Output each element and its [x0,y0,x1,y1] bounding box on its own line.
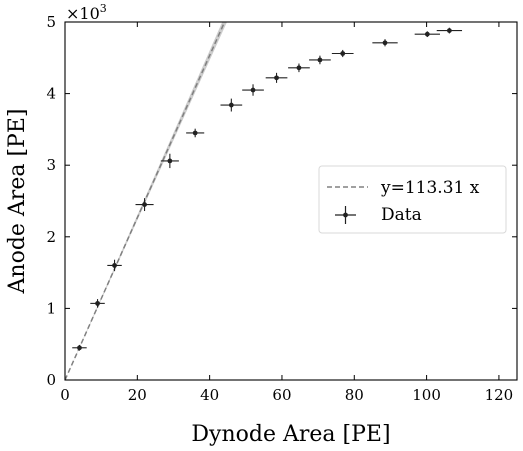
data-point [414,31,440,38]
data-marker [95,300,100,306]
legend: y=113.31 x Data [318,165,507,234]
data-marker [250,87,256,93]
data-point [220,98,243,112]
data-point [309,55,331,65]
data-marker [142,202,147,207]
data-point [331,49,354,58]
data-marker [446,28,452,33]
data-point [72,344,87,351]
x-tick-label: 20 [128,386,147,404]
x-tick-label: 60 [272,386,291,404]
data-marker [382,40,388,46]
data-marker [340,51,346,56]
y-axis-ticks: 0 1 2 3 4 5 [46,13,517,389]
data-marker [274,75,279,81]
x-tick-label: 100 [412,386,441,404]
data-marker [77,345,82,351]
legend-fit-label: y=113.31 x [380,178,480,198]
legend-data-swatch [335,206,356,224]
y-tick-label: 1 [46,299,56,317]
legend-box [318,165,507,234]
y-axis-label: Anode Area [PE] [5,109,30,295]
data-marker [296,65,302,71]
data-point [135,198,154,212]
data-marker [192,130,198,136]
y-tick-label: 4 [46,85,56,103]
data-marker [424,31,430,37]
data-point [265,72,288,83]
x-tick-label: 80 [345,386,364,404]
data-marker [112,263,117,268]
x-tick-label: 120 [485,386,514,404]
data-marker [317,57,323,63]
data-point [372,39,398,47]
plot-frame [64,21,518,381]
data-point [90,299,105,308]
data-point [186,128,205,138]
data-points-layer [72,27,463,351]
data-point [242,84,264,96]
y-tick-label: 2 [46,228,56,246]
data-point [288,63,310,73]
data-point [107,259,122,272]
x-axis-label: Dynode Area [PE] [191,422,390,447]
y-tick-label: 5 [46,13,56,31]
x-tick-label: 0 [60,386,70,404]
data-point [436,27,463,34]
y-multiplier-label: ×103 [66,2,107,23]
y-tick-label: 3 [46,156,56,174]
x-axis-ticks: 0 20 40 60 80 100 120 [60,22,513,404]
data-point [160,153,179,169]
legend-data-label: Data [381,205,422,225]
y-tick-label: 0 [46,371,56,389]
x-tick-label: 40 [200,386,219,404]
data-marker [228,102,234,108]
data-marker [167,158,173,164]
